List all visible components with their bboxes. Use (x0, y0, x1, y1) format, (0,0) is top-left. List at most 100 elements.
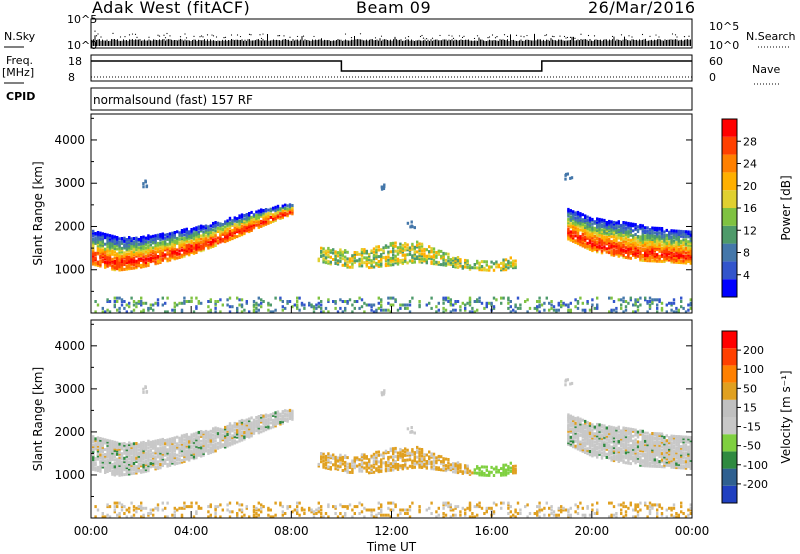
power-echo-cell (269, 209, 272, 213)
velocity-echo-cell (116, 447, 119, 451)
velocity-echo-cell (483, 465, 486, 469)
power-echo-cell (581, 241, 584, 245)
velocity-echo-cell (627, 450, 630, 454)
velocity-echo-cell (615, 433, 618, 437)
power-echo-cell (423, 249, 426, 253)
velocity-echo-cell (459, 466, 462, 470)
power-echo-cell (569, 225, 572, 229)
velocity-clutter-cell (368, 508, 371, 512)
power-echo-cell (128, 242, 131, 246)
velocity-echo-cell (248, 419, 251, 423)
velocity-echo-cell (291, 411, 294, 415)
power-echo-cell (639, 255, 642, 259)
power-echo-cell (603, 246, 606, 250)
power-echo-cell (432, 250, 436, 254)
power-echo-cell (113, 245, 116, 249)
power-clutter-cell (404, 303, 407, 307)
power-echo-cell (380, 248, 383, 252)
velocity-echo-cell (200, 439, 203, 443)
velocity-echo-cell (468, 469, 472, 473)
power-echo-cell (216, 221, 220, 225)
power-clutter-cell (581, 301, 584, 305)
velocity-clutter-cell (389, 508, 392, 512)
power-echo-cell (202, 246, 205, 250)
velocity-echo-cell (250, 429, 253, 433)
velocity-echo-cell (116, 464, 119, 468)
power-echo-cell (576, 220, 580, 224)
velocity-echo-cell (149, 463, 152, 467)
power-echo-cell (605, 232, 608, 236)
power-echo-cell (120, 251, 124, 255)
velocity-echo-cell (380, 460, 383, 464)
power-echo-cell (104, 260, 107, 264)
power-echo-cell (202, 227, 205, 230)
power-clutter-cell (200, 301, 203, 305)
velocity-echo-cell (581, 444, 584, 448)
velocity-echo-cell (192, 442, 196, 446)
velocity-clutter-cell (471, 515, 474, 519)
power-echo-cell (466, 259, 469, 263)
power-echo-cell (591, 234, 594, 238)
power-echo-cell (596, 233, 599, 237)
velocity-echo-cell (183, 451, 186, 455)
velocity-echo-cell (418, 447, 421, 451)
velocity-echo-cell (610, 434, 613, 437)
velocity-echo-cell (579, 433, 582, 437)
power-echo-cell (123, 263, 126, 266)
velocity-clutter-cell (473, 515, 476, 519)
power-echo-cell (584, 245, 587, 249)
velocity-echo-cell (593, 443, 596, 447)
power-echo-cell (276, 211, 280, 215)
velocity-echo-cell (101, 458, 104, 462)
velocity-echo-cell (454, 469, 457, 473)
velocity-echo-cell (603, 429, 606, 433)
velocity-echo-cell (591, 438, 594, 442)
velocity-echo-cell (125, 464, 128, 468)
power-echo-cell (420, 244, 424, 248)
power-echo-cell (615, 223, 618, 226)
velocity-echo-cell (370, 464, 373, 468)
velocity-echo-cell (272, 425, 275, 429)
power-clutter-cell (509, 305, 512, 309)
power-echo-cell (135, 254, 138, 258)
velocity-echo-cell (224, 440, 227, 444)
power-echo-cell (183, 241, 186, 245)
velocity-echo-cell (135, 448, 138, 452)
velocity-echo-cell (228, 423, 232, 427)
power-echo-cell (204, 226, 208, 230)
power-echo-cell (92, 242, 95, 246)
velocity-echo-cell (322, 455, 325, 459)
velocity-echo-cell (576, 437, 580, 441)
velocity-echo-cell (598, 423, 601, 427)
velocity-echo-cell (363, 453, 366, 457)
power-echo-cell (502, 260, 505, 264)
power-echo-cell (168, 258, 172, 262)
power-echo-cell (190, 232, 193, 236)
power-echo-cell (108, 242, 112, 246)
power-echo-cell (418, 257, 421, 261)
velocity-echo-cell (596, 422, 599, 426)
power-clutter-cell (322, 310, 325, 314)
velocity-echo-cell (116, 443, 119, 446)
velocity-echo-cell (248, 425, 251, 429)
power-echo-cell (128, 255, 131, 259)
velocity-echo-cell (183, 456, 186, 460)
velocity-echo-cell (610, 437, 613, 441)
velocity-echo-cell (197, 448, 200, 452)
velocity-echo-cell (171, 448, 174, 452)
power-echo-cell (584, 221, 587, 224)
velocity-echo-cell (135, 471, 138, 475)
velocity-echo-cell (435, 456, 438, 460)
velocity-echo-cell (204, 429, 208, 433)
power-echo-cell (255, 217, 258, 221)
velocity-echo-cell (420, 459, 424, 463)
power-echo-cell (236, 235, 239, 239)
velocity-echo-cell (154, 447, 157, 451)
power-echo-cell (569, 235, 572, 239)
power-echo-cell (615, 242, 618, 246)
power-clutter-cell (396, 308, 400, 312)
power-echo-cell (276, 204, 280, 208)
velocity-echo-cell (591, 436, 594, 440)
power-echo-cell (449, 258, 452, 262)
velocity-echo-cell (116, 446, 119, 450)
